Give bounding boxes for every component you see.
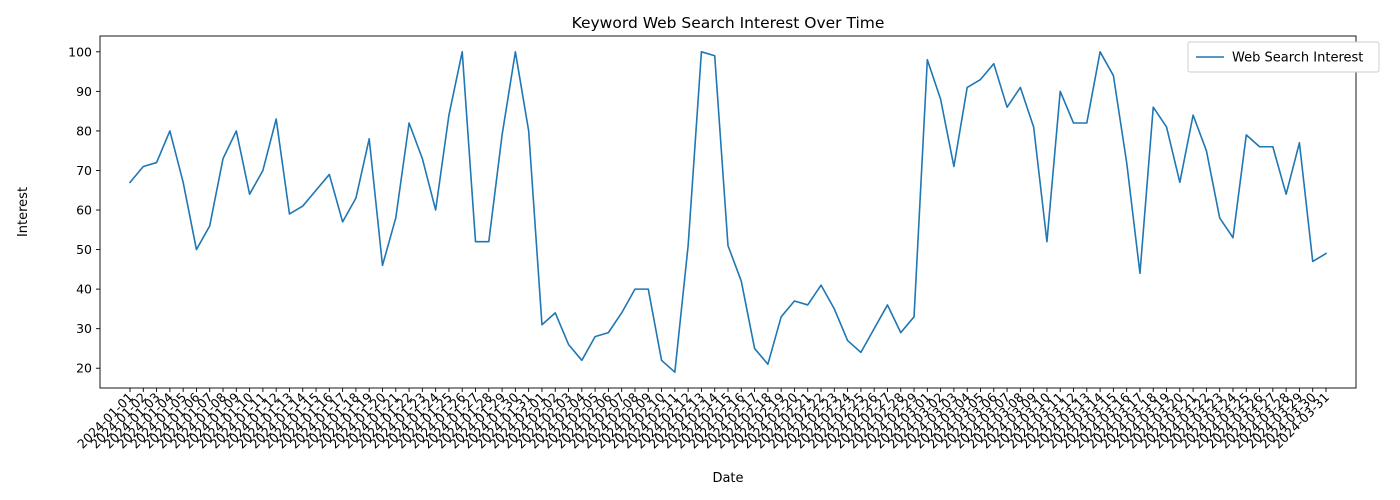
chart-title: Keyword Web Search Interest Over Time bbox=[572, 14, 885, 32]
y-tick-label: 40 bbox=[76, 282, 92, 297]
legend: Web Search Interest bbox=[1187, 41, 1380, 73]
y-tick-label: 60 bbox=[76, 203, 92, 218]
y-axis-ticks: 20 30 40 50 60 70 80 90 100 bbox=[68, 44, 100, 376]
x-axis-title: Date bbox=[712, 471, 743, 486]
y-tick-label: 90 bbox=[76, 84, 92, 99]
plot-frame bbox=[99, 35, 1357, 389]
y-tick-label: 20 bbox=[76, 361, 92, 376]
y-tick-label: 80 bbox=[76, 123, 92, 138]
legend-frame bbox=[1187, 41, 1380, 73]
y-tick-label: 100 bbox=[68, 44, 92, 59]
legend-label: Web Search Interest bbox=[1232, 51, 1363, 66]
y-tick-label: 70 bbox=[76, 163, 92, 178]
series-line-web-search-interest bbox=[128, 51, 1328, 373]
y-tick-label: 50 bbox=[76, 242, 92, 257]
x-axis-ticks: 2024-01-012024-01-022024-01-032024-01-04… bbox=[74, 388, 1332, 451]
y-axis-title: Interest bbox=[16, 187, 31, 237]
y-tick-label: 30 bbox=[76, 321, 92, 336]
